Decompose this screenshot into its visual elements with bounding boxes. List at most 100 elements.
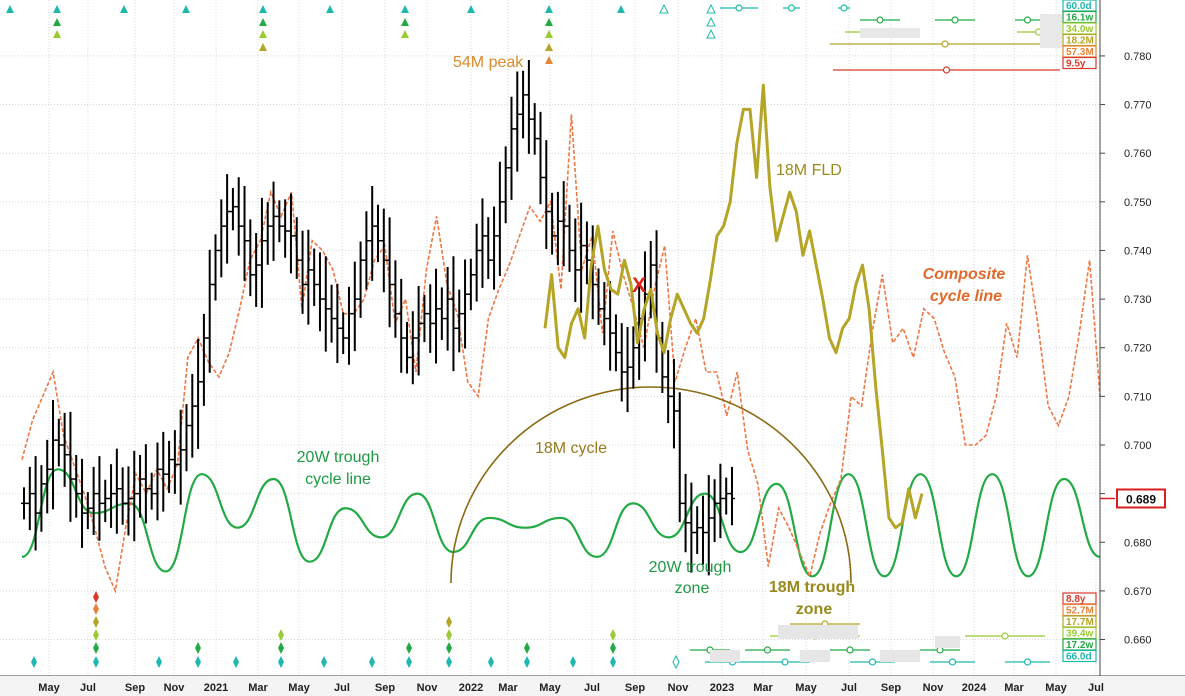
zone-20w-label-1: 20W trough [649,559,732,576]
cycle-legend-label: 8.8y [1066,594,1086,605]
cycle-trough-marker [610,642,616,654]
x-tick-label: Sep [881,682,901,694]
cycle-legend-label: 34.0w [1066,24,1093,35]
projection-point [763,646,772,654]
cycle-peak-marker [401,30,409,38]
x-tick-label: Nov [668,682,690,694]
cycle-trough-marker [93,591,99,603]
trough-line-label-2: cycle line [305,471,371,488]
cycle-peak-marker [53,5,61,13]
y-tick-label: 0.700 [1124,440,1152,452]
y-tick-label: 0.770 [1124,100,1152,112]
x-tick-label: Mar [248,682,268,694]
cycle-legend-box [1062,56,1097,70]
projection-point [876,16,884,24]
projection-point [941,40,949,48]
cycle-trough-marker [610,656,616,668]
cycle-peak-marker [401,18,409,26]
projection-band [860,28,920,38]
cycle-peak-marker [259,30,267,38]
cycle-peak-marker [53,30,61,38]
cycle-trough-marker [278,656,284,668]
cycle-peak-projection [706,16,716,27]
projection-band [935,636,960,648]
x-tick-label: Nov [164,682,186,694]
cycle-legend-label: 52.7M [1066,606,1094,617]
cycle-trough-marker [446,656,452,668]
y-tick-label: 0.720 [1124,343,1152,355]
cycle-legends: 60.0d16.1w34.0w18.2M57.3M9.5y8.8y52.7M17… [1062,0,1097,663]
fld-18m-line [543,83,924,530]
cycle-peak-marker [467,5,475,13]
zone-18m-label-2: zone [796,601,833,618]
x-tick-label: Jul [584,682,600,694]
cycle-legend-box [1062,649,1097,663]
cycle-legend-label: 17.2w [1066,640,1093,651]
y-tick-label: 0.760 [1124,148,1152,160]
cycle-peak-marker [53,18,61,26]
cycle-trough-marker [31,656,37,668]
y-tick-label: 0.740 [1124,245,1152,257]
cycle-peak-marker [6,5,14,13]
cycle-peak-marker [120,5,128,13]
x-tick-label: Sep [625,682,645,694]
x-tick-label: Jul [80,682,96,694]
cycle-peak-marker [259,43,267,51]
cycle-trough-marker [610,629,616,641]
last-price-label: 0.689 [1126,492,1156,506]
cycle-trough-marker [446,616,452,628]
fld-path [543,83,924,530]
y-tick-label: 0.750 [1124,197,1152,209]
x-tick-label: 2023 [710,682,734,694]
composite-label-1: Composite [923,266,1006,283]
x-tick-label: Sep [125,682,145,694]
projection-point [846,646,854,654]
x-tick-label: Jul [334,682,350,694]
cycle-18m-arc-path [450,386,852,584]
trough-cycle-line [21,468,1101,578]
x-tick-label: 2021 [204,682,228,694]
projection-point [735,4,743,12]
cycle-peak-marker [326,5,334,13]
fld-18m-label: 18M FLD [776,162,842,179]
cycle-legend-label: 17.7M [1066,617,1094,628]
x-axis-band [0,676,1185,696]
trough-cycle-path [21,468,1101,578]
cycle-trough-marker [406,656,412,668]
cycle-trough-marker [93,616,99,628]
y-tick-label: 0.730 [1124,294,1152,306]
cycle-trough-marker [524,656,530,668]
x-tick-label: 2024 [962,682,987,694]
x-tick-label: May [288,682,310,694]
cycle-trough-marker [93,603,99,615]
cycle-trough-marker [93,656,99,668]
cycle-trough-marker [278,642,284,654]
cycle-trough-marker [488,656,494,668]
projection-band [710,650,740,662]
cycle-trough-marker [570,656,576,668]
cycle-legend-label: 66.0d [1066,652,1092,663]
y-tick-label: 0.670 [1124,586,1152,598]
x-tick-label: Nov [923,682,945,694]
x-tick-label: Jul [841,682,857,694]
cycle-peak-marker [545,5,553,13]
cycle-trough-marker [233,656,239,668]
cycle-18m-arc [450,386,852,584]
last-price-box [1116,488,1166,509]
trough-line-label-1: 20W trough [297,449,380,466]
cycle-legend-label: 18.2M [1066,36,1094,47]
annotations: 54M peak 18M FLD Composite cycle line 20… [297,54,1006,618]
cycle-legend-label: 9.5y [1066,59,1086,70]
projection-band [778,625,858,639]
projection-band [880,650,920,662]
projection-band [1040,14,1062,48]
cycle-peak-marker [545,43,553,51]
cycle-trough-marker [93,629,99,641]
cycle-peak-projection [706,3,716,14]
cycle-peak-marker [401,5,409,13]
cycle-trough-marker [195,656,201,668]
cycle-peak-marker [545,56,553,64]
projection-band [800,650,830,662]
cycle-peak-marker [545,30,553,38]
projection-point [1023,658,1032,666]
